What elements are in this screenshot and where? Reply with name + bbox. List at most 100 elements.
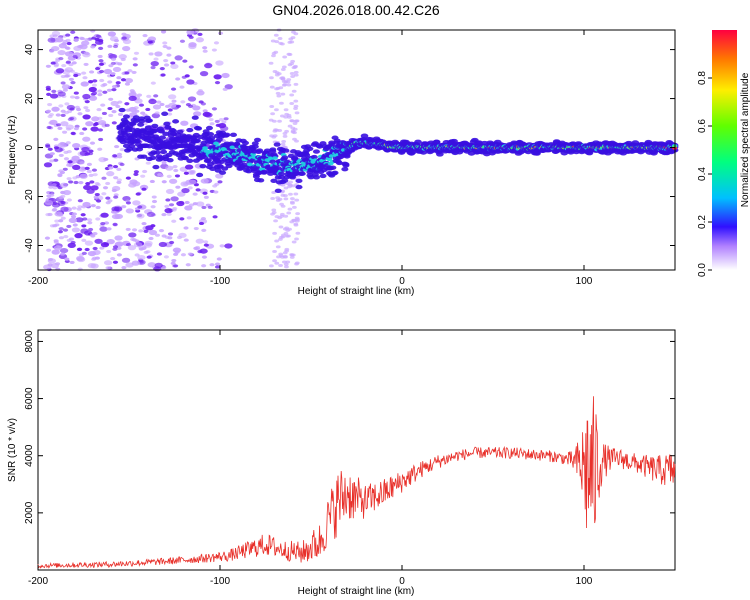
noise-column-cell [286, 78, 292, 82]
noise-cell [154, 111, 160, 115]
ridge-edge-cell [196, 172, 204, 178]
noise-cell [197, 32, 203, 37]
noise-cell [178, 232, 187, 238]
noise-cell [84, 247, 90, 252]
noise-cell [174, 250, 180, 254]
noise-cell [115, 241, 124, 247]
noise-cell [48, 113, 54, 117]
noise-cell [200, 217, 206, 221]
noise-cell [117, 62, 123, 66]
noise-cell [49, 119, 58, 125]
noise-cell [105, 196, 111, 200]
noise-cell [48, 185, 54, 189]
noise-cell [50, 263, 60, 269]
noise-cell [79, 173, 88, 179]
noise-cell [94, 256, 100, 260]
noise-cell [108, 53, 118, 60]
noise-cell [110, 57, 117, 61]
ridge-edge-cell [132, 118, 140, 124]
noise-cell [56, 123, 62, 127]
noise-cell [100, 103, 106, 107]
noise-cell [184, 164, 194, 170]
noise-cell [60, 74, 66, 79]
noise-cell [65, 38, 71, 43]
x-tick-label: -200 [28, 276, 48, 287]
noise-cell [116, 178, 122, 182]
noise-cell [131, 228, 138, 232]
noise-column-cell [289, 93, 295, 97]
noise-column-cell [289, 102, 295, 106]
noise-cell [105, 266, 111, 270]
noise-cell [112, 154, 118, 158]
noise-cell [91, 91, 98, 95]
noise-cell [201, 205, 207, 210]
noise-cell [197, 250, 203, 254]
noise-cell [125, 242, 132, 247]
snr-x-ticks: -200 -100 0 100 [28, 330, 593, 587]
ridge-edge-cell [133, 138, 141, 144]
noise-cell [77, 199, 83, 203]
noise-column-cell [282, 254, 288, 258]
noise-cell [82, 76, 88, 80]
noise-cell [53, 137, 59, 141]
noise-column-cell [274, 87, 279, 91]
noise-column-cell [293, 104, 299, 108]
noise-column-cell [281, 65, 287, 69]
noise-cell [62, 69, 71, 75]
noise-cell [95, 34, 102, 38]
noise-cell [91, 168, 97, 172]
noise-column-cell [276, 94, 282, 98]
noise-cell [132, 57, 138, 61]
noise-cell [58, 153, 64, 158]
noise-cell [86, 188, 95, 194]
ridge-edge-cell [282, 148, 290, 153]
noise-cell [146, 211, 156, 218]
noise-cell [144, 240, 153, 246]
noise-cell [150, 81, 156, 85]
noise-cell [111, 188, 117, 193]
noise-cell [58, 104, 64, 108]
noise-cell [99, 69, 105, 74]
noise-cell [152, 104, 162, 110]
noise-cell [76, 247, 82, 251]
noise-cell [145, 161, 151, 165]
noise-cell [81, 238, 87, 243]
noise-cell [60, 206, 69, 212]
noise-cell [49, 224, 55, 228]
noise-cell [83, 184, 92, 191]
noise-cell [92, 79, 98, 83]
ridge-edge-cell [342, 162, 350, 167]
x-tick-label: 100 [576, 576, 593, 587]
noise-cell [73, 91, 79, 95]
noise-cell [195, 247, 201, 251]
noise-cell [66, 104, 76, 111]
ridge-edge-cell [253, 137, 262, 143]
noise-cell [49, 152, 55, 156]
noise-cell [121, 36, 127, 40]
ridge-edge-cell [335, 160, 343, 166]
noise-cell [149, 179, 155, 184]
noise-cell [112, 66, 122, 73]
noise-column-cell [282, 55, 288, 59]
noise-column-cell [281, 140, 287, 144]
noise-cell [114, 235, 123, 241]
noise-column-cell [293, 106, 298, 110]
noise-column-cell [269, 105, 275, 109]
noise-column-cell [294, 237, 299, 241]
noise-cell [77, 205, 83, 209]
noise-column-cell [289, 200, 295, 204]
noise-cell [47, 263, 53, 267]
noise-cell [217, 180, 223, 184]
noise-column-cell [292, 205, 297, 209]
noise-column-cell [283, 197, 289, 201]
noise-cell [175, 77, 181, 81]
noise-cell [158, 241, 168, 248]
noise-cell [47, 147, 53, 151]
noise-cell [133, 170, 139, 174]
noise-cell [99, 78, 105, 83]
spectrogram-y-ticks: -40 -20 0 20 40 [24, 44, 675, 253]
noise-cell [202, 191, 208, 195]
noise-cell [161, 234, 167, 238]
noise-cell [60, 252, 66, 256]
noise-cell [57, 126, 63, 130]
